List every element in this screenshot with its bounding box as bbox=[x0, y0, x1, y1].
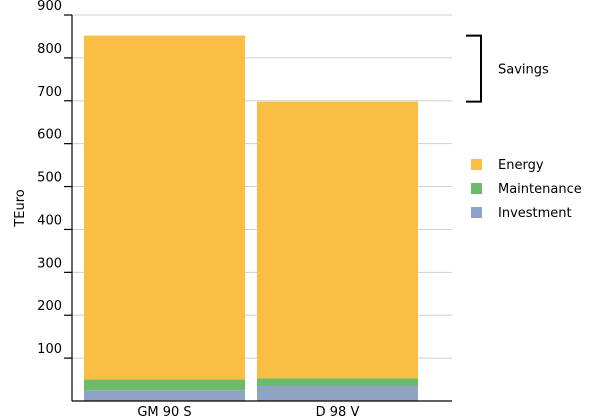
y-tick-label: 600 bbox=[37, 128, 62, 143]
x-tick-label: GM 90 S bbox=[137, 405, 191, 419]
y-tick-label: 900 bbox=[37, 0, 62, 14]
y-tick-label: 100 bbox=[37, 342, 62, 357]
bar-energy-1 bbox=[84, 35, 245, 380]
axes: 100 200 300 400 500 600 700 800 900 GM 90 S D 98 V bbox=[37, 0, 452, 419]
bar-investment-1 bbox=[84, 390, 245, 401]
legend: Energy Maintenance Investment bbox=[471, 158, 582, 221]
y-tick-label: 200 bbox=[37, 299, 62, 314]
y-tick-label: 800 bbox=[37, 42, 62, 57]
legend-swatch-maintenance bbox=[471, 183, 482, 194]
legend-swatch-investment bbox=[471, 207, 482, 218]
y-tick-label: 700 bbox=[37, 85, 62, 100]
legend-swatch-energy bbox=[471, 159, 482, 170]
x-tick-label: D 98 V bbox=[316, 405, 360, 419]
savings-label: Savings bbox=[498, 63, 549, 78]
legend-label-investment: Investment bbox=[498, 206, 572, 221]
y-tick-label: 500 bbox=[37, 171, 62, 186]
y-tick-label: 300 bbox=[37, 256, 62, 271]
legend-label-energy: Energy bbox=[498, 158, 544, 173]
y-tick-label: 400 bbox=[37, 213, 62, 228]
bar-maintenance-1 bbox=[84, 379, 245, 391]
bar-investment-2 bbox=[257, 385, 418, 401]
savings-bracket bbox=[466, 34, 482, 103]
bars bbox=[84, 35, 418, 401]
bar-maintenance-2 bbox=[257, 378, 418, 386]
legend-label-maintenance: Maintenance bbox=[498, 182, 582, 197]
savings-annotation: Savings bbox=[466, 34, 549, 103]
y-axis-label: TEuro bbox=[13, 189, 28, 227]
bar-energy-2 bbox=[257, 101, 418, 379]
